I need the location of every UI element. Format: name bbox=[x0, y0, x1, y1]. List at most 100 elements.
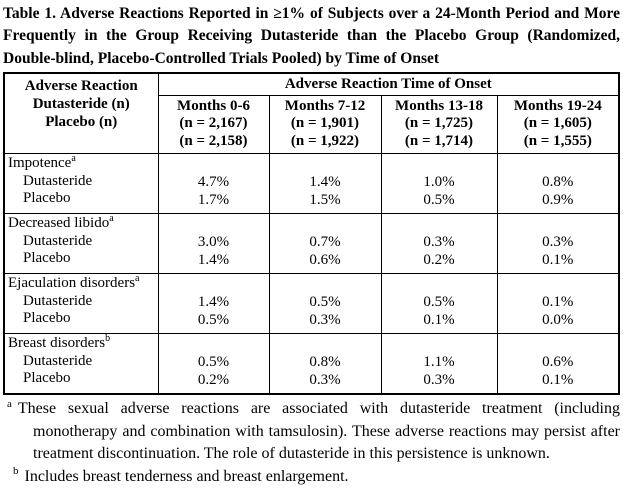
footnote-a-marker: a bbox=[7, 398, 12, 411]
placebo-value: 0.2% bbox=[423, 251, 455, 268]
period-label: Months 0-6 bbox=[177, 97, 250, 114]
dutasteride-row-label: Dutasteride bbox=[23, 232, 93, 249]
value-cell: 0.8% 0.9% bbox=[496, 153, 620, 215]
placebo-value: 0.0% bbox=[542, 311, 574, 328]
dutasteride-value: 3.0% bbox=[197, 234, 230, 251]
value-cell: 1.0% 0.5% bbox=[380, 153, 498, 215]
footnote-a: a These sexual adverse reactions are asso… bbox=[3, 398, 620, 465]
column-header-months-0-6: Months 0-6 (n = 2,167) (n = 2,158) bbox=[157, 94, 270, 155]
dutasteride-value: 0.5% bbox=[423, 294, 455, 311]
dutasteride-value: 0.5% bbox=[309, 294, 341, 311]
adverse-reaction-cell: Ejaculation disordersa Dutasteride Place… bbox=[3, 273, 159, 335]
footnote-b-text: Includes breast tenderness and breast en… bbox=[24, 467, 349, 485]
dutasteride-value: 1.4% bbox=[309, 174, 341, 191]
column-header-months-19-24: Months 19-24 (n = 1,605) (n = 1,555) bbox=[496, 94, 620, 155]
placebo-row-label: Placebo bbox=[23, 310, 71, 327]
placebo-row-label: Placebo bbox=[23, 370, 71, 387]
placebo-value: 0.1% bbox=[423, 311, 455, 328]
n-placebo: (n = 1,555) bbox=[523, 132, 592, 149]
placebo-value: 1.4% bbox=[197, 251, 230, 268]
dutasteride-value: 1.1% bbox=[423, 354, 455, 371]
placebo-value: 0.2% bbox=[197, 371, 230, 388]
dutasteride-value: 0.3% bbox=[423, 234, 455, 251]
value-cell: 4.7% 1.7% bbox=[157, 153, 270, 215]
dutasteride-value: 1.4% bbox=[197, 294, 230, 311]
adverse-reaction-name: Decreased libidoa bbox=[8, 213, 158, 233]
header-row-periods: Months 0-6 (n = 2,167) (n = 2,158) Month… bbox=[4, 94, 620, 155]
row-header-cell: Adverse Reaction Dutasteride (n) Placebo… bbox=[3, 72, 159, 155]
value-cell: 0.6% 0.1% bbox=[496, 333, 620, 395]
n-placebo: (n = 1,714) bbox=[404, 132, 474, 149]
header-row-onset: Adverse Reaction Dutasteride (n) Placebo… bbox=[3, 72, 620, 155]
value-cell: 0.3% 0.2% bbox=[380, 213, 498, 275]
value-cell: 0.1% 0.0% bbox=[496, 273, 620, 335]
placebo-value: 0.1% bbox=[542, 251, 574, 268]
dutasteride-value: 0.6% bbox=[542, 354, 574, 371]
footnote-ref: b bbox=[105, 333, 111, 345]
placebo-value: 0.3% bbox=[309, 371, 341, 388]
dutasteride-value: 0.7% bbox=[309, 234, 341, 251]
placebo-value: 0.3% bbox=[423, 371, 455, 388]
adverse-reaction-name: Breast disordersb bbox=[8, 333, 158, 353]
row-header-line-2: Dutasteride (n) bbox=[32, 95, 130, 112]
table-title: Table 1. Adverse Reactions Reported in ≥… bbox=[3, 5, 620, 67]
value-cell: 0.8% 0.3% bbox=[268, 333, 382, 395]
table-row-decreased-libido: Decreased libidoa Dutasteride Placebo 3.… bbox=[3, 213, 620, 275]
footnotes-section: a These sexual adverse reactions are asso… bbox=[3, 398, 620, 488]
dutasteride-row-label: Dutasteride bbox=[23, 172, 93, 189]
n-dutasteride: (n = 2,167) bbox=[179, 115, 248, 132]
value-cell: 0.7% 0.6% bbox=[268, 213, 382, 275]
reaction-label: Impotence bbox=[8, 155, 72, 172]
period-label: Months 13-18 bbox=[395, 97, 483, 114]
adverse-reaction-cell: Breast disordersb Dutasteride Placebo bbox=[3, 333, 159, 395]
table-row-breast-disorders: Breast disordersb Dutasteride Placebo 0.… bbox=[3, 333, 620, 395]
table-row-impotence: Impotencea Dutasteride Placebo 4.7% 1.7%… bbox=[3, 153, 620, 215]
dutasteride-value: 1.0% bbox=[423, 174, 455, 191]
n-dutasteride: (n = 1,901) bbox=[290, 115, 360, 132]
value-cell: 1.4% 1.5% bbox=[268, 153, 382, 215]
adverse-reaction-name: Impotencea bbox=[8, 154, 158, 173]
placebo-value: 0.5% bbox=[423, 191, 455, 208]
column-header-months-7-12: Months 7-12 (n = 1,901) (n = 1,922) bbox=[268, 94, 382, 155]
placebo-value: 0.5% bbox=[197, 311, 230, 328]
adverse-reaction-cell: Decreased libidoa Dutasteride Placebo bbox=[3, 213, 159, 275]
n-placebo: (n = 1,922) bbox=[290, 132, 360, 149]
dutasteride-row-label: Dutasteride bbox=[23, 352, 93, 369]
column-header-months-13-18: Months 13-18 (n = 1,725) (n = 1,714) bbox=[380, 94, 498, 155]
n-dutasteride: (n = 1,725) bbox=[404, 115, 474, 132]
footnote-b-marker: b bbox=[13, 465, 19, 478]
adverse-reaction-name: Ejaculation disordersa bbox=[8, 274, 158, 293]
value-cell: 0.5% 0.3% bbox=[268, 273, 382, 335]
placebo-value: 0.3% bbox=[309, 311, 341, 328]
table-row-ejaculation-disorders: Ejaculation disordersa Dutasteride Place… bbox=[3, 273, 620, 335]
value-cell: 3.0% 1.4% bbox=[157, 213, 270, 275]
adverse-reactions-table: Adverse Reaction Dutasteride (n) Placebo… bbox=[3, 71, 621, 396]
placebo-value: 1.5% bbox=[309, 191, 341, 208]
placebo-value: 0.9% bbox=[542, 191, 574, 208]
period-label: Months 7-12 bbox=[284, 97, 366, 114]
dutasteride-value: 0.8% bbox=[542, 174, 574, 191]
placebo-value: 0.6% bbox=[309, 251, 341, 268]
footnote-ref: a bbox=[109, 213, 114, 225]
dutasteride-row-label: Dutasteride bbox=[23, 292, 93, 309]
placebo-row-label: Placebo bbox=[23, 250, 71, 267]
dutasteride-value: 0.3% bbox=[542, 234, 574, 251]
placebo-row-label: Placebo bbox=[23, 190, 71, 207]
dutasteride-value: 0.8% bbox=[309, 354, 341, 371]
n-dutasteride: (n = 1,605) bbox=[523, 115, 592, 132]
dutasteride-value: 0.1% bbox=[542, 294, 574, 311]
value-cell: 0.3% 0.1% bbox=[496, 213, 620, 275]
dutasteride-value: 0.5% bbox=[197, 354, 230, 371]
value-cell: 0.5% 0.1% bbox=[380, 273, 498, 335]
row-header-line-1: Adverse Reaction bbox=[24, 77, 138, 94]
reaction-label: Breast disorders bbox=[8, 335, 106, 352]
reaction-label: Ejaculation disorders bbox=[8, 275, 136, 292]
reaction-label: Decreased libido bbox=[8, 215, 110, 232]
value-cell: 1.1% 0.3% bbox=[380, 333, 498, 395]
adverse-reaction-cell: Impotencea Dutasteride Placebo bbox=[3, 153, 159, 215]
placebo-value: 0.1% bbox=[542, 371, 574, 388]
time-of-onset-header: Adverse Reaction Time of Onset bbox=[157, 72, 620, 96]
value-cell: 1.4% 0.5% bbox=[157, 273, 270, 335]
value-cell: 0.5% 0.2% bbox=[157, 333, 270, 395]
